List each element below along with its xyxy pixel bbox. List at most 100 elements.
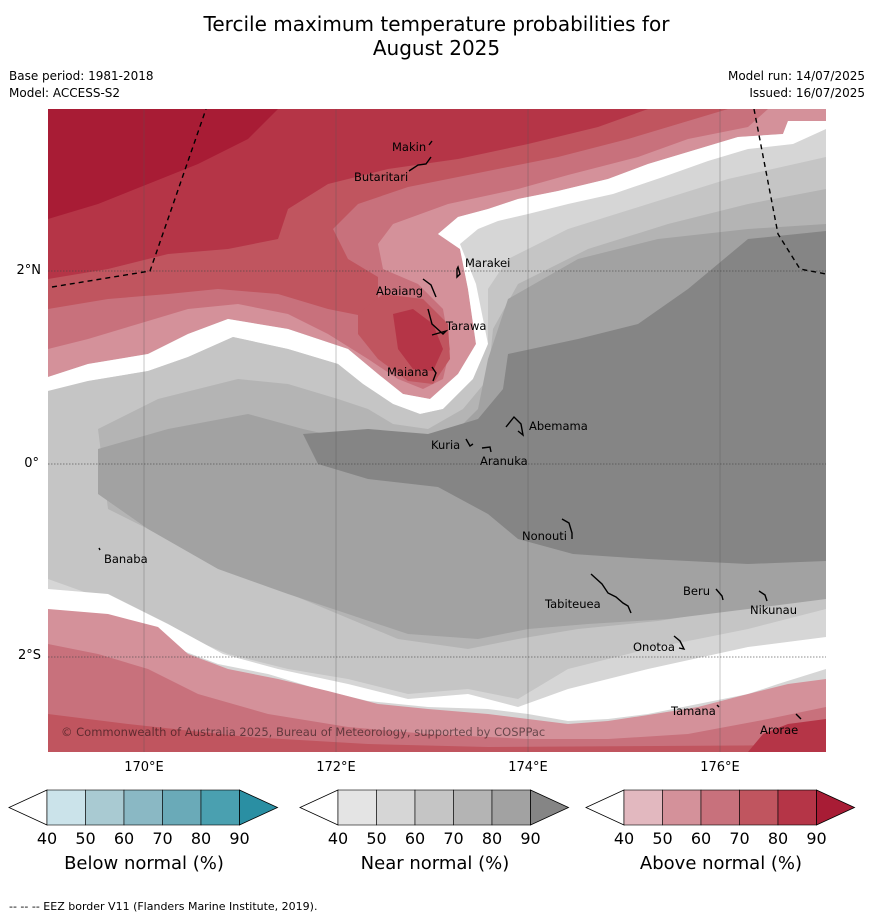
lon-label-174e: 174°E: [508, 760, 548, 775]
colorbar-swatch: [662, 789, 702, 826]
island-aranuka: [481, 446, 492, 453]
colorbar-below-label: Below normal (%): [64, 853, 224, 874]
tick: 40: [613, 829, 635, 848]
eez-east: [753, 109, 826, 275]
colorbar-near-label: Near normal (%): [360, 853, 510, 874]
island-tabiteuea: [590, 573, 632, 614]
colorbar-above-label: Above normal (%): [639, 853, 803, 874]
label-nonouti: Nonouti: [522, 529, 567, 543]
colorbar-swatch: [700, 789, 740, 826]
issued-date: Issued: 16/07/2025: [749, 86, 865, 100]
model-run: Model run: 14/07/2025: [727, 69, 865, 83]
colorbar-below-swatches: [8, 789, 279, 826]
label-onotoa: Onotoa: [633, 640, 675, 654]
label-kuria: Kuria: [431, 438, 460, 452]
colorbar-swatch: [85, 789, 125, 826]
eez-west: [51, 109, 207, 288]
island-tarawa: [427, 308, 449, 336]
colorbar-above-svg: [585, 789, 856, 826]
label-aranuka: Aranuka: [480, 454, 528, 468]
label-arorae: Arorae: [760, 723, 798, 737]
lat-label-0: 0°: [24, 456, 39, 471]
eez-footnote: -- -- -- EEZ border V11 (Flanders Marine…: [9, 900, 318, 913]
label-makin: Makin: [392, 140, 426, 154]
region-above-70b: [393, 309, 443, 371]
label-tamana: Tamana: [670, 704, 716, 718]
colorbar-extend-high: [530, 789, 570, 826]
island-makin: [428, 140, 433, 146]
colorbar-swatch: [123, 789, 163, 826]
colorbar-swatch: [376, 789, 416, 826]
colorbar-swatch: [337, 789, 377, 826]
island-kuria: [465, 438, 474, 447]
parallels: [48, 270, 826, 658]
tick: 90: [520, 829, 541, 848]
island-onotoa: [673, 635, 686, 650]
island-abemama: [505, 415, 525, 437]
island-beru: [715, 588, 724, 601]
label-beru: Beru: [683, 584, 710, 598]
tick: 50: [75, 829, 96, 848]
lon-label-172e: 172°E: [316, 760, 356, 775]
island-nikunau: [758, 590, 768, 602]
colorbar-above: [585, 789, 857, 831]
map-svg: Makin Butaritari Marakei Abaiang Tarawa …: [48, 109, 826, 752]
island-abaiang: [422, 278, 437, 298]
tick: 60: [113, 829, 135, 848]
colorbar-near: [299, 789, 571, 831]
colorbar-below-svg: [8, 789, 279, 826]
title-line-2: August 2025: [372, 36, 501, 60]
colorbar-near-swatches: [299, 789, 570, 826]
tick: 70: [729, 829, 750, 848]
copyright-watermark: © Commonwealth of Australia 2025, Bureau…: [61, 725, 545, 739]
colorbar-extend-low: [299, 789, 339, 826]
colorbar-swatch: [162, 789, 202, 826]
tick: 90: [806, 829, 827, 848]
region-above-lower-70: [748, 719, 826, 752]
island-marakei: [456, 265, 461, 279]
region-above-lower-60: [48, 714, 826, 752]
tick: 90: [229, 829, 250, 848]
tick: 40: [327, 829, 349, 848]
eez-border: [51, 109, 826, 288]
colorbar-below: [8, 789, 280, 831]
graticule: [143, 109, 721, 752]
colorbar-extend-high: [816, 789, 856, 826]
map-panel: Makin Butaritari Marakei Abaiang Tarawa …: [48, 109, 826, 752]
base-period: Base period: 1981-2018: [9, 69, 154, 83]
map-title: Tercile maximum temperature probabilitie…: [0, 12, 873, 60]
label-marakei: Marakei: [465, 256, 510, 270]
colorbar-swatch: [453, 789, 493, 826]
label-abaiang: Abaiang: [376, 284, 423, 298]
tick: 50: [366, 829, 387, 848]
colorbar-extend-low: [8, 789, 48, 826]
tick: 70: [443, 829, 464, 848]
lon-label-176e: 176°E: [700, 760, 740, 775]
region-below40-lower: [48, 589, 826, 721]
label-abemama: Abemama: [529, 419, 588, 433]
colorbar-swatch: [200, 789, 240, 826]
colorbar-swatch: [739, 789, 779, 826]
label-banaba: Banaba: [104, 552, 148, 566]
island-butaritari: [408, 156, 432, 172]
tick: 60: [690, 829, 712, 848]
islands: [98, 140, 802, 720]
colorbar-near-svg: [299, 789, 570, 826]
region-near-90: [303, 231, 826, 564]
colorbar-swatch: [46, 789, 86, 826]
model-name: Model: ACCESS-S2: [9, 86, 121, 100]
colorbar-swatch: [491, 789, 531, 826]
label-tabiteuea: Tabiteuea: [544, 597, 601, 611]
island-maiana: [431, 366, 437, 382]
colorbar-extend-low: [585, 789, 625, 826]
colorbar-above-swatches: [585, 789, 856, 826]
colorbar-swatch: [777, 789, 817, 826]
island-nonouti: [561, 518, 573, 539]
tick: 70: [152, 829, 173, 848]
tick: 80: [481, 829, 503, 848]
place-labels: Makin Butaritari Marakei Abaiang Tarawa …: [104, 140, 798, 737]
label-tarawa: Tarawa: [445, 319, 486, 333]
lat-label-2s: 2°S: [17, 648, 41, 663]
colorbar-swatch: [414, 789, 454, 826]
lat-label-2n: 2°N: [16, 263, 42, 278]
